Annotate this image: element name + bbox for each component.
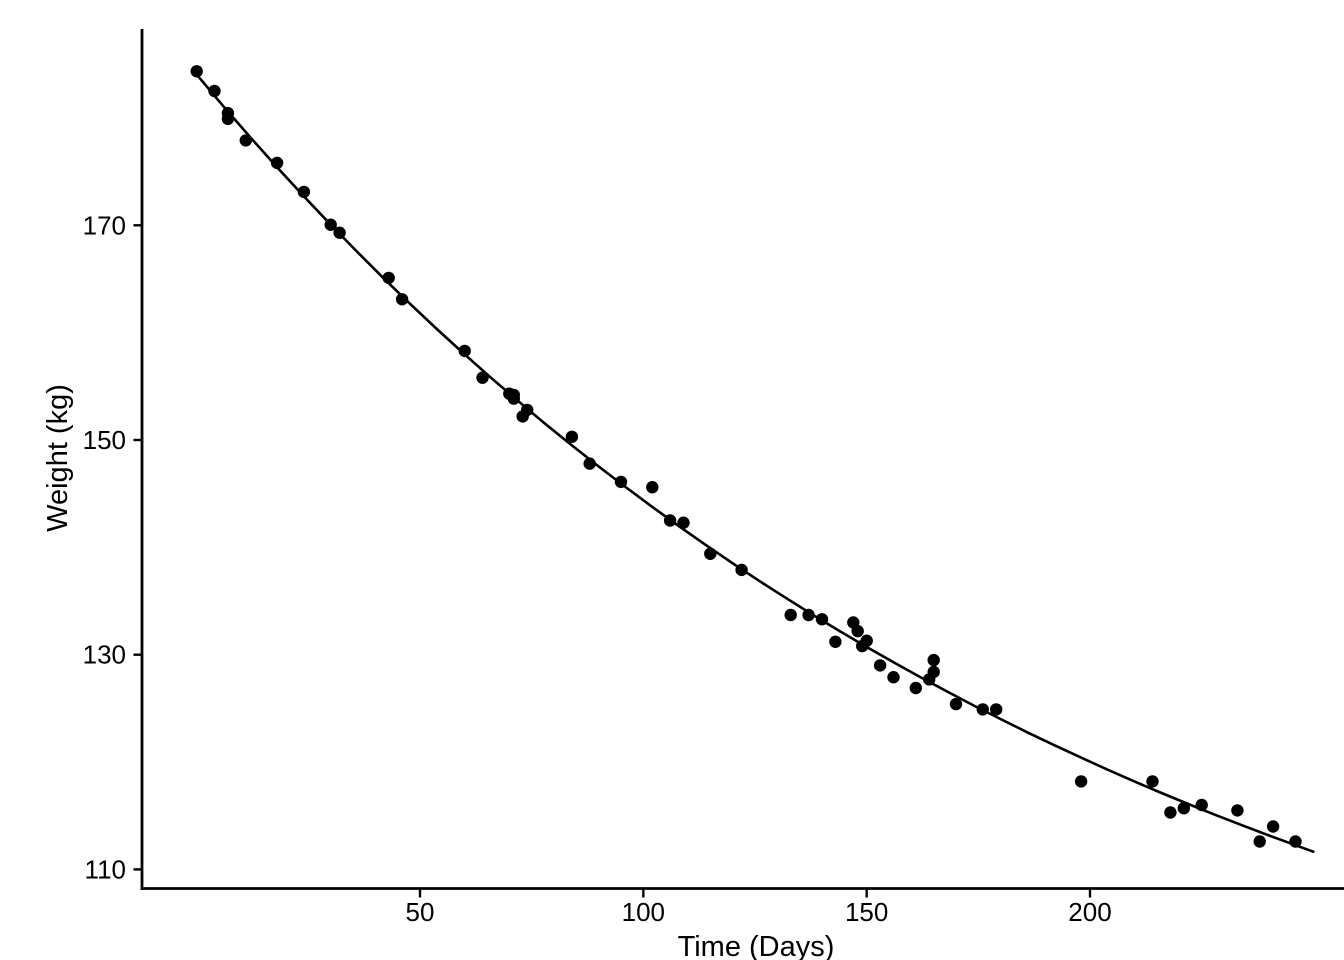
- y-tick-label: 170: [83, 210, 126, 240]
- x-tick-label: 50: [406, 897, 435, 927]
- data-point: [909, 681, 922, 695]
- data-point: [458, 344, 471, 358]
- data-point: [270, 156, 284, 170]
- data-point: [735, 563, 748, 577]
- data-point: [382, 271, 395, 285]
- data-point: [663, 514, 677, 527]
- x-tick-label: 100: [622, 897, 665, 927]
- trend-line: [195, 73, 1315, 853]
- data-point: [1231, 804, 1244, 817]
- data-point: [614, 475, 628, 489]
- data-point: [190, 65, 203, 78]
- data-point: [860, 634, 873, 647]
- y-axis-title: Weight (kg): [42, 384, 74, 532]
- y-axis-ticks: 110 130 150 170: [83, 210, 142, 884]
- data-point: [1266, 820, 1280, 833]
- y-tick-label: 110: [85, 854, 126, 884]
- data-point: [802, 608, 815, 622]
- data-point: [583, 457, 596, 470]
- data-point: [507, 388, 520, 402]
- data-point: [704, 547, 717, 560]
- data-point: [221, 112, 235, 126]
- data-point: [927, 653, 940, 667]
- x-tick-label: 200: [1068, 897, 1111, 927]
- data-point: [873, 659, 887, 672]
- data-point: [677, 516, 690, 529]
- data-point: [1074, 775, 1088, 788]
- data-point: [239, 134, 252, 147]
- data-point: [333, 226, 346, 239]
- data-point: [976, 703, 989, 716]
- x-tick-label: 150: [845, 897, 888, 927]
- data-point: [1177, 802, 1191, 815]
- data-point: [887, 671, 900, 684]
- data-point: [784, 608, 797, 622]
- y-tick-label: 150: [83, 425, 126, 455]
- data-point: [297, 185, 311, 199]
- data-point: [949, 697, 963, 711]
- data-point: [1253, 835, 1266, 848]
- data-point: [208, 84, 221, 98]
- data-point: [927, 665, 940, 679]
- data-point: [990, 703, 1003, 716]
- weight-vs-time-chart: 50 100 150 200 110 130 150 170 Time (Days) Wei…: [40, 16, 1344, 960]
- scatter-plot-canvas: 50 100 150 200 110 130 150 170 Time (Days) Wei…: [42, 29, 1344, 960]
- data-point: [1195, 798, 1208, 812]
- data-points: [190, 65, 1302, 848]
- data-point: [324, 218, 337, 231]
- data-point: [646, 481, 659, 494]
- x-axis-title: Time (Days): [678, 931, 835, 960]
- x-axis-ticks: 50 100 150 200: [406, 888, 1112, 927]
- data-point: [565, 430, 579, 443]
- data-point: [851, 624, 864, 638]
- data-point: [1146, 775, 1159, 788]
- data-point: [521, 403, 534, 417]
- data-point: [1289, 835, 1302, 848]
- data-point: [1164, 806, 1177, 819]
- y-tick-label: 130: [83, 640, 126, 670]
- data-point: [815, 613, 829, 626]
- data-point: [476, 371, 489, 384]
- data-point: [395, 293, 409, 306]
- data-point: [829, 635, 842, 648]
